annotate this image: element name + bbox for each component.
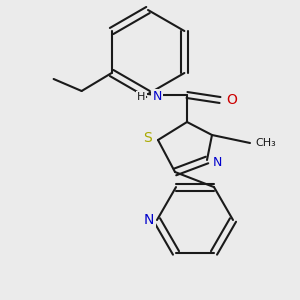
Text: CH₃: CH₃ (256, 138, 276, 148)
Text: O: O (226, 93, 237, 107)
Text: S: S (144, 131, 152, 145)
Text: H: H (137, 92, 145, 102)
Text: N: N (212, 155, 222, 169)
Text: N: N (152, 91, 162, 103)
Text: N: N (144, 213, 154, 227)
